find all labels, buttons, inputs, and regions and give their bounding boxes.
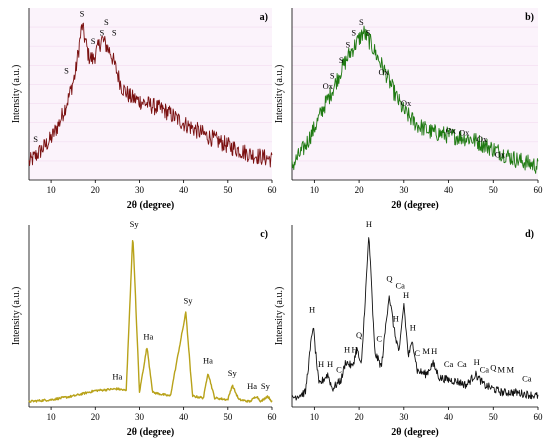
peak-label: Ox — [477, 134, 488, 144]
x-tick-label: 20 — [355, 185, 365, 195]
peak-label: S — [80, 9, 85, 19]
series-line — [291, 237, 539, 401]
peak-label: Ox — [446, 126, 457, 136]
series-line — [28, 240, 273, 403]
x-axis-label: 2θ (degree) — [391, 200, 439, 211]
peak-label: Q — [356, 330, 362, 340]
peak-label: Ha — [203, 355, 213, 365]
y-axis-label: Intensity (a.u.) — [274, 287, 285, 346]
panel-b: 10 20 30 40 50 60 2θ (degree) Intensity (a.u.) b… — [274, 8, 543, 211]
peak-label: S — [339, 55, 344, 65]
peak-label: S — [359, 17, 364, 27]
peak-label: H — [327, 359, 333, 369]
peak-label: Ox — [459, 127, 470, 137]
peak-label: Q — [490, 363, 496, 373]
panel-a: 10 20 30 40 50 60 2θ (degree) Intensity (a.u.) a… — [11, 8, 277, 211]
peak-label: Ox — [401, 98, 412, 108]
x-tick-label: 60 — [268, 185, 278, 195]
peak-label: S — [351, 28, 356, 38]
panel-label: d) — [525, 229, 534, 240]
peak-label: C — [336, 364, 342, 374]
peak-label: Sy — [184, 295, 194, 305]
peak-label: H — [309, 304, 315, 314]
panel-label: b) — [525, 12, 534, 23]
peak-label: Sy — [130, 219, 140, 229]
peak-label: S — [366, 28, 371, 38]
x-tick-label: 30 — [399, 185, 409, 195]
peak-label: H — [474, 357, 480, 367]
x-axis-label: 2θ (degree) — [391, 427, 439, 438]
peak-label: H — [344, 344, 350, 354]
peak-label: H — [393, 313, 399, 323]
panel-c: 10 20 30 40 50 60 2θ (degree) Intensity (a.u.) c… — [11, 219, 277, 438]
y-axis-label: Intensity (a.u.) — [274, 65, 285, 124]
x-tick-label: 50 — [223, 185, 233, 195]
peak-label: S — [91, 36, 96, 46]
peak-label: Ca — [444, 359, 454, 369]
x-tick-label: 40 — [444, 412, 454, 422]
peak-label: S — [112, 28, 117, 38]
x-tick-label: 30 — [135, 412, 145, 422]
x-axis-label: 2θ (degree) — [127, 427, 175, 438]
peak-label: Ha — [247, 381, 257, 391]
peak-label: Ox — [495, 150, 506, 160]
panel-d: 10 20 30 40 50 60 2θ (degree) Intensity (a.u.) d… — [274, 219, 543, 438]
peak-label: M — [498, 364, 506, 374]
peak-label: C — [376, 333, 382, 343]
peak-label: Q — [386, 273, 392, 283]
peak-label: Ha — [112, 372, 122, 382]
peak-label: S — [330, 71, 335, 81]
x-tick-label: 30 — [135, 185, 145, 195]
panel-label: c) — [260, 229, 268, 240]
y-axis-label: Intensity (a.u.) — [11, 65, 22, 124]
x-tick-label: 40 — [444, 185, 454, 195]
y-axis-label: Intensity (a.u.) — [11, 287, 22, 346]
x-tick-label: 10 — [310, 185, 320, 195]
peak-label: H — [403, 290, 409, 300]
peak-label: Sy — [228, 368, 238, 378]
peak-label: Ca — [396, 281, 406, 291]
peak-label: Ca — [480, 364, 490, 374]
peak-label: Sy — [261, 381, 271, 391]
x-tick-label: 40 — [179, 185, 189, 195]
x-tick-label: 60 — [534, 185, 544, 195]
series-line — [291, 25, 539, 174]
peak-label: H — [318, 359, 324, 369]
x-tick-label: 40 — [179, 412, 189, 422]
x-tick-label: 50 — [223, 412, 233, 422]
x-tick-label: 20 — [91, 412, 101, 422]
peak-label: S — [100, 28, 105, 38]
peak-label: C — [414, 348, 420, 358]
peak-label: Ca — [522, 374, 532, 384]
x-tick-label: 30 — [399, 412, 409, 422]
peak-label: Ox — [323, 81, 334, 91]
x-tick-label: 10 — [47, 412, 57, 422]
panel-label: a) — [260, 12, 268, 23]
peak-label: Ha — [143, 332, 153, 342]
peak-label: M — [422, 346, 430, 356]
x-tick-label: 50 — [489, 412, 499, 422]
peak-label: H — [431, 346, 437, 356]
peak-label: H — [410, 323, 416, 333]
x-tick-label: 60 — [534, 412, 544, 422]
x-tick-label: 20 — [91, 185, 101, 195]
peak-label: Ca — [457, 359, 467, 369]
x-tick-label: 20 — [355, 412, 365, 422]
peak-label: S — [104, 17, 109, 27]
peak-label: H — [352, 344, 358, 354]
x-tick-label: 60 — [268, 412, 278, 422]
peak-label: S — [64, 65, 69, 75]
peak-label: M — [506, 364, 514, 374]
peak-label: H — [366, 219, 372, 229]
x-tick-label: 50 — [489, 185, 499, 195]
x-tick-label: 10 — [310, 412, 320, 422]
x-axis-label: 2θ (degree) — [127, 200, 175, 211]
peak-label: S — [33, 134, 38, 144]
x-tick-label: 10 — [47, 185, 57, 195]
peak-label: S — [346, 40, 351, 50]
peak-label: Ox — [378, 67, 389, 77]
series-line — [28, 22, 273, 168]
